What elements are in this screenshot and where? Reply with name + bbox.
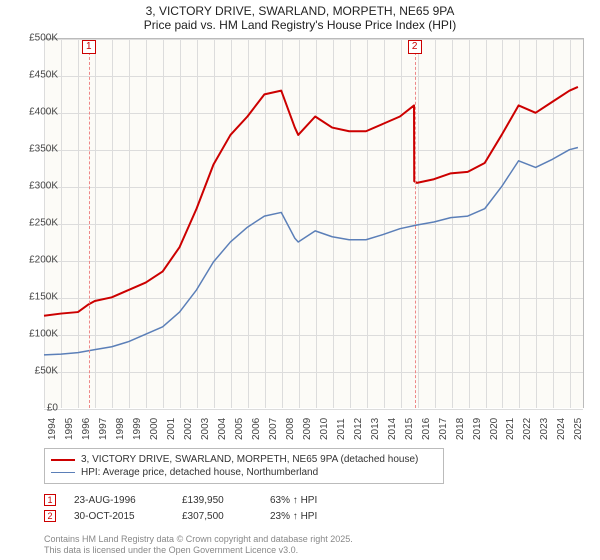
sale-marker: 1 <box>82 40 96 54</box>
x-axis-label: 1999 <box>132 418 143 440</box>
y-axis-label: £100K <box>29 329 58 340</box>
licence-line-2: This data is licensed under the Open Gov… <box>44 545 353 556</box>
x-axis-label: 2016 <box>421 418 432 440</box>
series-lines <box>44 39 583 408</box>
legend-item: HPI: Average price, detached house, Nort… <box>51 466 437 479</box>
x-axis-label: 2021 <box>505 418 516 440</box>
sale-hpi: 23% ↑ HPI <box>270 511 350 522</box>
series-line <box>44 87 578 316</box>
title-line-2: Price paid vs. HM Land Registry's House … <box>0 18 600 32</box>
x-axis-label: 2013 <box>370 418 381 440</box>
x-axis-label: 2024 <box>556 418 567 440</box>
x-axis-label: 1996 <box>81 418 92 440</box>
title-block: 3, VICTORY DRIVE, SWARLAND, MORPETH, NE6… <box>0 0 600 38</box>
plot-area <box>44 38 584 408</box>
x-axis-label: 2007 <box>268 418 279 440</box>
x-axis-label: 2018 <box>455 418 466 440</box>
x-axis-label: 2000 <box>149 418 160 440</box>
x-axis-label: 2017 <box>438 418 449 440</box>
y-axis-label: £200K <box>29 255 58 266</box>
x-axis-label: 2020 <box>489 418 500 440</box>
chart-container: 3, VICTORY DRIVE, SWARLAND, MORPETH, NE6… <box>0 0 600 560</box>
legend-swatch <box>51 472 75 474</box>
sale-marker-icon: 1 <box>44 494 56 506</box>
x-axis-label: 2011 <box>336 418 347 440</box>
sales-table: 1 23-AUG-1996 £139,950 63% ↑ HPI 2 30-OC… <box>44 492 350 524</box>
x-axis-label: 1997 <box>98 418 109 440</box>
sale-marker: 2 <box>408 40 422 54</box>
y-axis-label: £400K <box>29 107 58 118</box>
legend-item: 3, VICTORY DRIVE, SWARLAND, MORPETH, NE6… <box>51 453 437 466</box>
table-row: 1 23-AUG-1996 £139,950 63% ↑ HPI <box>44 492 350 508</box>
x-axis-label: 2009 <box>302 418 313 440</box>
y-axis-label: £0 <box>47 403 58 414</box>
sale-date: 23-AUG-1996 <box>74 495 164 506</box>
y-axis-label: £150K <box>29 292 58 303</box>
y-axis-label: £300K <box>29 181 58 192</box>
x-axis-label: 2012 <box>353 418 364 440</box>
title-line-1: 3, VICTORY DRIVE, SWARLAND, MORPETH, NE6… <box>0 4 600 18</box>
series-line <box>44 148 578 355</box>
x-axis-label: 2002 <box>183 418 194 440</box>
x-axis-label: 2022 <box>522 418 533 440</box>
legend: 3, VICTORY DRIVE, SWARLAND, MORPETH, NE6… <box>44 448 444 484</box>
legend-swatch <box>51 459 75 461</box>
licence-text: Contains HM Land Registry data © Crown c… <box>44 534 353 556</box>
x-axis-label: 2014 <box>387 418 398 440</box>
y-axis-label: £250K <box>29 218 58 229</box>
licence-line-1: Contains HM Land Registry data © Crown c… <box>44 534 353 545</box>
x-axis-label: 1995 <box>64 418 75 440</box>
x-axis-label: 2025 <box>573 418 584 440</box>
x-axis-label: 2023 <box>539 418 550 440</box>
x-axis-label: 1998 <box>115 418 126 440</box>
sale-date: 30-OCT-2015 <box>74 511 164 522</box>
legend-label: HPI: Average price, detached house, Nort… <box>81 467 318 478</box>
sale-marker-icon: 2 <box>44 510 56 522</box>
y-axis-label: £50K <box>35 366 58 377</box>
y-axis-label: £350K <box>29 144 58 155</box>
x-axis-label: 2005 <box>234 418 245 440</box>
x-axis-label: 2008 <box>285 418 296 440</box>
legend-label: 3, VICTORY DRIVE, SWARLAND, MORPETH, NE6… <box>81 454 418 465</box>
x-axis-label: 2001 <box>166 418 177 440</box>
x-axis-label: 2010 <box>319 418 330 440</box>
x-axis-label: 2003 <box>200 418 211 440</box>
x-axis-label: 2015 <box>404 418 415 440</box>
y-axis-label: £450K <box>29 70 58 81</box>
x-axis-label: 2006 <box>251 418 262 440</box>
x-axis-label: 2004 <box>217 418 228 440</box>
sale-hpi: 63% ↑ HPI <box>270 495 350 506</box>
sale-price: £307,500 <box>182 511 252 522</box>
y-axis-label: £500K <box>29 33 58 44</box>
sale-price: £139,950 <box>182 495 252 506</box>
table-row: 2 30-OCT-2015 £307,500 23% ↑ HPI <box>44 508 350 524</box>
x-axis-label: 2019 <box>472 418 483 440</box>
x-axis-label: 1994 <box>47 418 58 440</box>
